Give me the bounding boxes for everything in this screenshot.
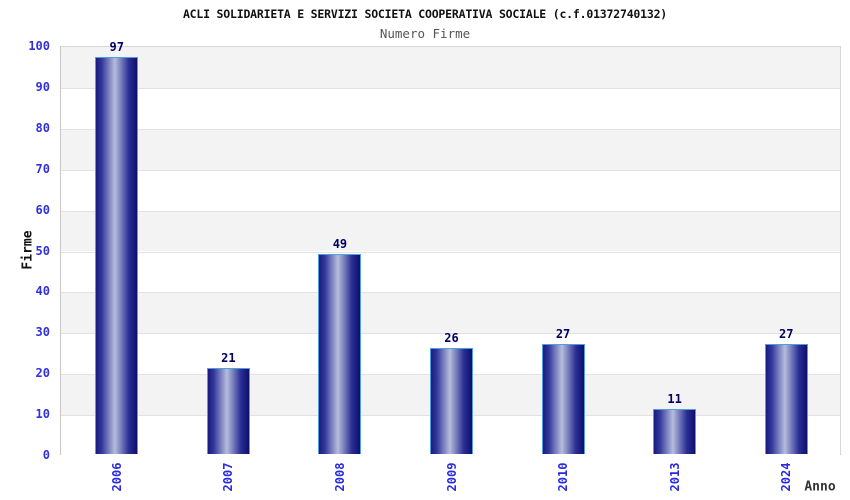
x-tick-label: 2007 [221, 462, 236, 492]
bar-2024 [764, 344, 808, 454]
bar-2007 [206, 368, 250, 454]
bar-value-label: 11 [667, 392, 682, 406]
y-tick-label: 90 [35, 79, 50, 94]
y-tick-label: 50 [35, 243, 50, 258]
gridline [61, 333, 840, 335]
x-tick-label: 2010 [556, 462, 571, 492]
gridline [61, 210, 840, 212]
bar-value-label: 27 [778, 327, 794, 341]
plot-band [61, 210, 840, 252]
gridline [61, 169, 840, 171]
gridline [61, 128, 840, 130]
y-tick-label: 70 [35, 161, 50, 176]
plot-area: 97 21 49 26 27 11 27 [60, 40, 841, 456]
bar-value-label: 26 [444, 331, 459, 345]
chart-subtitle: Numero Firme [379, 26, 471, 41]
plot-band [61, 169, 840, 211]
bar-2008 [318, 254, 362, 454]
bar-2006 [95, 57, 139, 454]
plot-band [61, 47, 840, 88]
y-tick-label: 20 [35, 366, 50, 381]
plot-band [61, 128, 840, 170]
chart-title: ACLI SOLIDARIETA E SERVIZI SOCIETA COOPE… [182, 7, 668, 21]
y-tick-label: 60 [35, 202, 50, 217]
bar-value-label: 27 [555, 327, 571, 341]
x-tick-label: 2008 [332, 462, 347, 492]
bar-value-label: 21 [221, 351, 236, 365]
y-tick-label: 10 [35, 407, 50, 422]
bar-2009 [430, 348, 473, 454]
gridline [61, 251, 840, 253]
y-tick-label: 0 [42, 448, 50, 462]
x-tick-label: 2009 [444, 462, 459, 492]
bar-value-label: 49 [332, 237, 348, 251]
y-tick-label: 30 [35, 325, 50, 340]
x-tick-label: 2006 [109, 462, 124, 492]
y-tick-label: 100 [28, 39, 50, 53]
x-tick-label: 2024 [779, 462, 794, 492]
plot-band [61, 292, 840, 334]
y-tick-label: 80 [35, 120, 50, 135]
y-tick-label: 40 [35, 284, 50, 299]
bar-2013 [653, 409, 697, 454]
x-axis-title: Anno [804, 479, 836, 495]
bar-value-label: 97 [109, 40, 124, 54]
plot-band [61, 251, 840, 293]
gridline [61, 292, 840, 294]
x-tick-label: 2013 [667, 462, 682, 492]
gridline [61, 87, 840, 89]
bar-2010 [541, 344, 585, 454]
plot-band [61, 87, 840, 129]
